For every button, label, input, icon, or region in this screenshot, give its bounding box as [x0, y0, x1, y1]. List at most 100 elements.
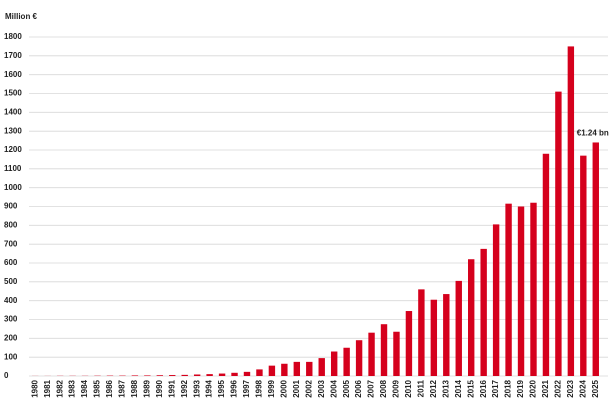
x-tick-label: 1996	[230, 379, 239, 397]
y-tick-label: 200	[4, 333, 18, 342]
x-tick-label: 1993	[192, 379, 201, 397]
x-tick-label: 2012	[429, 379, 438, 397]
bar	[542, 153, 550, 376]
bar	[468, 259, 475, 376]
y-tick-label: 1300	[4, 126, 22, 135]
x-tick-label: 2023	[566, 379, 575, 397]
bar	[430, 299, 438, 376]
x-tick-label: 2004	[329, 379, 338, 397]
x-tick-label: 2014	[454, 379, 463, 397]
x-tick-label: 2006	[354, 379, 363, 397]
x-tick-label: 1981	[43, 379, 52, 397]
bar	[530, 202, 537, 376]
x-tick-label: 1997	[242, 379, 251, 397]
bar	[492, 224, 500, 376]
bar	[505, 203, 512, 376]
y-axis-label: Million €	[5, 12, 38, 21]
bar	[517, 206, 525, 376]
x-tick-label: 1991	[167, 379, 176, 397]
x-tick-label: 1999	[267, 379, 276, 397]
y-tick-label: 400	[4, 296, 18, 305]
bar	[443, 294, 450, 376]
x-tick-label: 2003	[317, 379, 326, 397]
x-tick-label: 2017	[491, 379, 500, 397]
x-tick-label: 2013	[441, 379, 450, 397]
bar	[243, 371, 251, 376]
bar	[206, 374, 213, 376]
value-label: €1.24 bn	[577, 129, 609, 138]
x-tick-label: 2022	[554, 379, 563, 397]
y-tick-label: 600	[4, 258, 18, 267]
x-tick-label: 2002	[304, 379, 313, 397]
bar	[256, 369, 263, 376]
y-tick-label: 800	[4, 220, 18, 229]
bar	[218, 373, 226, 376]
y-tick-label: 1700	[4, 51, 22, 60]
x-tick-label: 1986	[105, 379, 114, 397]
x-tick-label: 2024	[578, 379, 587, 397]
bar	[169, 375, 176, 376]
bar	[330, 351, 338, 376]
bar	[144, 375, 151, 376]
x-tick-label: 2010	[404, 379, 413, 397]
x-tick-label: 1998	[255, 379, 264, 397]
x-tick-label: 2008	[379, 379, 388, 397]
bar	[380, 324, 388, 376]
x-tick-label: 1989	[142, 379, 151, 397]
x-tick-label: 1983	[68, 379, 77, 397]
x-tick-label: 1985	[93, 379, 102, 397]
x-tick-label: 2021	[541, 379, 550, 397]
bar	[268, 365, 276, 376]
x-tick-label: 2025	[591, 379, 600, 397]
bar	[193, 374, 201, 376]
y-tick-label: 0	[4, 371, 9, 380]
y-tick-label: 1800	[4, 32, 22, 41]
bar	[156, 375, 163, 376]
bar	[393, 331, 400, 376]
y-tick-label: 300	[4, 315, 18, 324]
y-tick-label: 700	[4, 239, 18, 248]
y-tick-label: 1400	[4, 107, 22, 116]
bar	[455, 280, 462, 376]
x-tick-label: 1990	[155, 379, 164, 397]
bar	[318, 358, 325, 376]
x-tick-label: 2020	[529, 379, 538, 397]
bar	[580, 155, 587, 376]
y-tick-label: 1500	[4, 89, 22, 98]
x-tick-label: 2001	[292, 379, 301, 397]
x-tick-label: 1980	[30, 379, 39, 397]
x-tick-label: 1994	[205, 379, 214, 397]
bar	[231, 372, 238, 376]
bar	[480, 248, 487, 376]
bar	[355, 340, 363, 376]
y-tick-label: 900	[4, 202, 18, 211]
bar	[592, 142, 599, 376]
bar	[293, 361, 301, 376]
bar	[281, 363, 288, 376]
y-tick-label: 1100	[4, 164, 22, 173]
x-tick-label: 1995	[217, 379, 226, 397]
y-tick-label: 100	[4, 352, 18, 361]
x-tick-label: 2011	[416, 379, 425, 397]
x-tick-label: 1992	[180, 379, 189, 397]
y-tick-label: 500	[4, 277, 18, 286]
x-tick-label: 2018	[504, 379, 513, 397]
bar	[343, 347, 350, 376]
x-tick-label: 1982	[55, 379, 64, 397]
x-tick-label: 2009	[392, 379, 401, 397]
bar	[567, 46, 575, 377]
x-tick-label: 2019	[516, 379, 525, 397]
x-tick-label: 2016	[479, 379, 488, 397]
y-tick-label: 1200	[4, 145, 22, 154]
bar	[418, 289, 425, 376]
bar	[181, 374, 188, 376]
bar	[131, 375, 139, 376]
x-tick-label: 1984	[80, 379, 89, 397]
x-tick-label: 2015	[466, 379, 475, 397]
bar	[306, 361, 313, 376]
x-tick-label: 2005	[342, 379, 351, 397]
bar	[368, 332, 375, 376]
x-tick-label: 1988	[130, 379, 139, 397]
x-tick-label: 1987	[118, 379, 127, 397]
